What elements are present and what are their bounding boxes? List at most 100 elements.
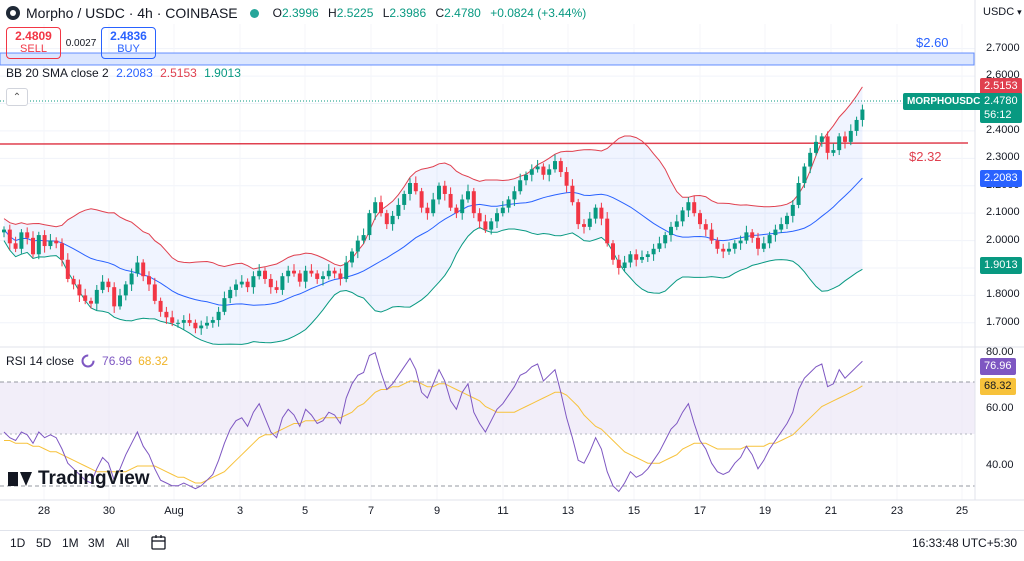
time-tick-label: 7	[367, 505, 375, 517]
candle	[477, 208, 482, 228]
time-tick-label: 25	[955, 505, 969, 517]
price-tick-label: 2.1000	[986, 206, 1020, 219]
candle-body	[756, 237, 760, 249]
candle-body	[657, 243, 662, 249]
candle	[419, 187, 424, 213]
last-price: 2.4780	[984, 95, 1018, 107]
clock[interactable]: 16:33:48 UTC+5:30	[912, 536, 1018, 550]
candle-body	[732, 243, 737, 249]
candle-body	[187, 320, 192, 323]
candle-body	[141, 262, 146, 277]
collapse-indicators-button[interactable]: ⌃	[6, 88, 28, 106]
candle	[518, 173, 523, 195]
candle-body	[373, 202, 378, 214]
candle-body	[814, 141, 818, 153]
candle	[25, 227, 30, 245]
candle-body	[384, 213, 389, 225]
candle	[210, 316, 215, 328]
candle	[460, 194, 465, 220]
candle	[651, 243, 656, 261]
candle	[94, 284, 99, 311]
candle-body	[350, 251, 354, 263]
candle-body	[94, 289, 99, 304]
candle-body	[205, 322, 209, 326]
candle	[506, 196, 511, 213]
candle	[431, 192, 436, 217]
candle-body	[31, 237, 35, 255]
currency-selector[interactable]: USDC ▾	[983, 6, 1022, 18]
candle-body	[460, 199, 465, 214]
bb-legend[interactable]: BB 20 SMA close 2 2.2083 2.5153 1.9013	[6, 66, 241, 80]
candle	[7, 224, 12, 250]
chart-canvas[interactable]	[0, 0, 1024, 530]
candle	[355, 235, 360, 259]
timeframe-1d[interactable]: 1D	[10, 536, 26, 550]
sell-button[interactable]: 2.4809 SELL	[6, 27, 61, 59]
candle	[628, 250, 633, 268]
candle	[634, 249, 639, 267]
rsi-legend[interactable]: RSI 14 close 76.96 68.32	[6, 353, 168, 369]
candle-body	[698, 213, 702, 225]
candle	[640, 250, 644, 264]
price-tick-label: 2.4000	[986, 123, 1020, 136]
candle-body	[605, 218, 610, 244]
candle-body	[570, 185, 575, 203]
candle-body	[210, 320, 215, 323]
last-price-tag: 2.4780 56:12	[980, 93, 1022, 123]
candle	[257, 264, 262, 280]
candle-body	[176, 322, 180, 324]
candle	[228, 286, 233, 304]
chart-header: Morpho / USDC · 4h · COINBASE O2.3996 H2…	[6, 4, 592, 22]
candle	[802, 163, 807, 188]
candle	[135, 255, 140, 277]
candle	[338, 268, 343, 286]
timeframe-all[interactable]: All	[116, 536, 130, 550]
candle	[268, 274, 273, 294]
candle	[36, 231, 41, 260]
candle-body	[477, 213, 482, 222]
spread-value: 0.0027	[65, 37, 97, 49]
open-key: O	[272, 6, 282, 20]
candle-body	[547, 169, 552, 175]
candle-body	[437, 185, 441, 200]
rsi-line	[3, 351, 863, 493]
price-tick-label: 2.0000	[986, 233, 1020, 246]
candle	[373, 197, 378, 220]
candle-body	[582, 224, 586, 227]
candle	[251, 271, 256, 294]
bb-basis-tag: 2.2083	[980, 170, 1022, 187]
candle-body	[686, 202, 691, 211]
candle-body	[524, 174, 528, 181]
time-tick-label: Aug	[164, 505, 184, 517]
candle-body	[431, 199, 436, 214]
candle-body	[274, 287, 279, 290]
candle	[732, 240, 737, 254]
candle	[483, 214, 488, 233]
candle	[593, 204, 598, 224]
timeframe-1m[interactable]: 1M	[62, 536, 79, 550]
buy-button[interactable]: 2.4836 BUY	[101, 27, 156, 59]
timeframe-5d[interactable]: 5D	[36, 536, 52, 550]
candle	[814, 135, 818, 157]
candle	[187, 313, 192, 327]
candle-body	[785, 215, 789, 225]
candle-body	[529, 169, 534, 175]
time-tick-label: 28	[37, 505, 51, 517]
candle	[2, 226, 6, 238]
symbol-title[interactable]: Morpho / USDC · 4h · COINBASE	[26, 5, 238, 21]
close-key: C	[435, 6, 445, 20]
candle	[843, 131, 847, 149]
timeframe-3m[interactable]: 3M	[88, 536, 105, 550]
candle	[750, 229, 755, 243]
rsi-tick-label: 60.00	[986, 402, 1014, 415]
candle	[547, 164, 552, 182]
candle	[721, 243, 726, 259]
candle	[541, 163, 546, 180]
low-value: 2.3986	[389, 6, 427, 20]
candle	[292, 264, 296, 277]
date-range-icon[interactable]	[149, 533, 169, 553]
candle	[489, 218, 494, 235]
candle-body	[750, 232, 755, 238]
candle	[674, 214, 679, 231]
candle-body	[837, 136, 842, 151]
